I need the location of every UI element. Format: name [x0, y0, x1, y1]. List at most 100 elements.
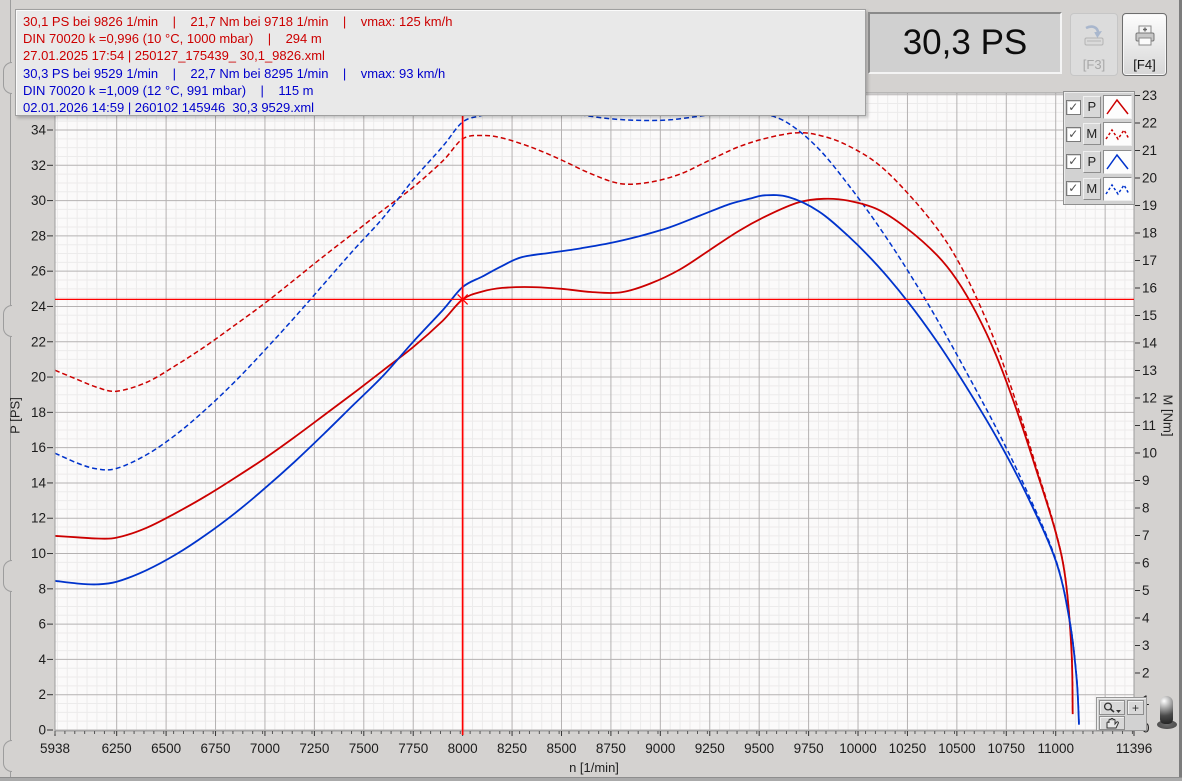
- tick-label: 11000: [1037, 741, 1074, 756]
- legend-line-sample-icon[interactable]: [1103, 95, 1132, 120]
- tick-label: 8: [38, 581, 46, 596]
- pan-hand-icon[interactable]: [1099, 716, 1125, 730]
- tick-label: 11396: [1116, 741, 1153, 756]
- tick-label: 2: [38, 687, 46, 702]
- power-curve-run1: [55, 197, 1074, 715]
- splitter-handle-icon[interactable]: [3, 740, 12, 772]
- tick-label: 21: [1142, 143, 1157, 158]
- tick-label: 5938: [40, 741, 70, 756]
- tick-label: 10: [31, 546, 46, 561]
- tick-label: 8000: [448, 741, 478, 756]
- tick-label: 9250: [695, 741, 725, 756]
- splitter-handle-icon[interactable]: [3, 62, 12, 94]
- legend-row: ✓ P: [1066, 94, 1132, 120]
- legend-line-sample-icon[interactable]: [1103, 122, 1132, 147]
- run2-file: 02.01.2026 14:59 | 260102 145946 30,3 95…: [23, 100, 315, 116]
- tick-label: 6750: [201, 741, 231, 756]
- tick-label: 34: [31, 123, 47, 138]
- legend-series-label[interactable]: P: [1082, 96, 1101, 119]
- tick-label: 10500: [938, 741, 976, 756]
- legend-line-sample-icon[interactable]: [1103, 149, 1132, 174]
- save-button[interactable]: [F3]: [1070, 13, 1118, 76]
- legend-checkbox[interactable]: ✓: [1066, 181, 1081, 197]
- tick-label: 14: [1142, 336, 1158, 351]
- graph-tool-palette: +: [1096, 697, 1147, 731]
- tick-label: 7: [1142, 528, 1150, 543]
- tick-label: 16: [1142, 281, 1157, 296]
- left-rail: [0, 0, 12, 781]
- splitter-handle-icon[interactable]: [3, 305, 12, 337]
- tick-label: 6: [1142, 556, 1150, 571]
- tick-label: 4: [1142, 611, 1150, 626]
- tick-label: 26: [31, 264, 46, 279]
- power-readout-value: 30,3 PS: [902, 23, 1028, 62]
- legend-series-label[interactable]: M: [1082, 123, 1101, 146]
- y-left-axis-title: P [PS]: [7, 397, 23, 434]
- print-button[interactable]: [F4]: [1122, 13, 1167, 76]
- x-axis-title: n [1/min]: [569, 760, 619, 775]
- tick-label: 6500: [151, 741, 181, 756]
- tick-label: 16: [31, 440, 46, 455]
- y-right-axis-title: M [Nm]: [1160, 394, 1176, 437]
- tick-label: 5: [1142, 583, 1150, 598]
- legend-line-sample-icon[interactable]: [1103, 176, 1132, 201]
- cursor-crosshair[interactable]: [55, 93, 1134, 735]
- legend-checkbox[interactable]: ✓: [1066, 99, 1081, 115]
- run1-din-info: DIN 70020 k =0,996 (10 °C, 1000 mbar) | …: [23, 31, 322, 47]
- tick-label: 32: [31, 158, 46, 173]
- tick-label: 20: [31, 370, 46, 385]
- power-readout: 30,3 PS: [868, 12, 1062, 74]
- tick-label: 4: [38, 652, 46, 667]
- cursor-knob[interactable]: [1152, 694, 1182, 734]
- tick-label: 2: [1142, 666, 1150, 681]
- tick-label: 30: [31, 193, 46, 208]
- zoom-tool-icon[interactable]: [1099, 700, 1125, 715]
- print-button-label: [F4]: [1133, 57, 1156, 72]
- tick-label: 23: [1142, 88, 1157, 103]
- legend-checkbox[interactable]: ✓: [1066, 154, 1081, 170]
- tick-label: 9000: [645, 741, 675, 756]
- tick-label: 3: [1142, 638, 1150, 653]
- splitter-handle-icon[interactable]: [3, 560, 12, 592]
- tick-label: 13: [1142, 363, 1157, 378]
- cursor-knob-pin: [1160, 696, 1173, 724]
- tick-label: 17: [1142, 253, 1157, 268]
- crosshair-tool-icon[interactable]: +: [1127, 700, 1144, 715]
- tick-label: 28: [31, 228, 46, 243]
- tick-label: 9750: [794, 741, 824, 756]
- legend-row: ✓ M: [1066, 176, 1132, 202]
- tick-label: 24: [31, 299, 47, 314]
- tick-label: 7250: [299, 741, 329, 756]
- tick-label: 15: [1142, 308, 1157, 323]
- legend-row: ✓ P: [1066, 149, 1132, 175]
- tick-label: 9: [1142, 473, 1150, 488]
- tick-label: 20: [1142, 171, 1157, 186]
- tick-label: 10000: [839, 741, 877, 756]
- power-curve-run2: [55, 194, 1080, 725]
- tick-label: 8750: [596, 741, 626, 756]
- legend-series-label[interactable]: M: [1082, 177, 1101, 200]
- tick-label: 10: [1142, 446, 1157, 461]
- tick-label: 10250: [889, 741, 927, 756]
- tick-label: 14: [31, 475, 47, 490]
- tick-label: 7500: [349, 741, 379, 756]
- save-button-label: [F3]: [1082, 57, 1106, 72]
- window-border: [1179, 0, 1182, 781]
- tick-label: 9500: [744, 741, 774, 756]
- save-to-disk-icon: [1081, 14, 1107, 57]
- tick-label: 22: [31, 334, 46, 349]
- print-icon: [1132, 14, 1158, 57]
- run1-summary: 30,1 PS bei 9826 1/min | 21,7 Nm bei 971…: [23, 14, 453, 29]
- tick-label: 18: [31, 405, 46, 420]
- legend-row: ✓ M: [1066, 121, 1132, 147]
- legend-series-label[interactable]: P: [1082, 150, 1101, 173]
- legend-checkbox[interactable]: ✓: [1066, 126, 1081, 142]
- tick-label: 7000: [250, 741, 280, 756]
- tick-label: 7750: [398, 741, 428, 756]
- tick-label: 8250: [497, 741, 527, 756]
- run2-din-info: DIN 70020 k =1,009 (12 °C, 991 mbar) | 1…: [23, 82, 314, 98]
- tick-label: 0: [38, 723, 46, 738]
- plot-legend: ✓ P ✓ M ✓ P ✓ M: [1063, 91, 1135, 205]
